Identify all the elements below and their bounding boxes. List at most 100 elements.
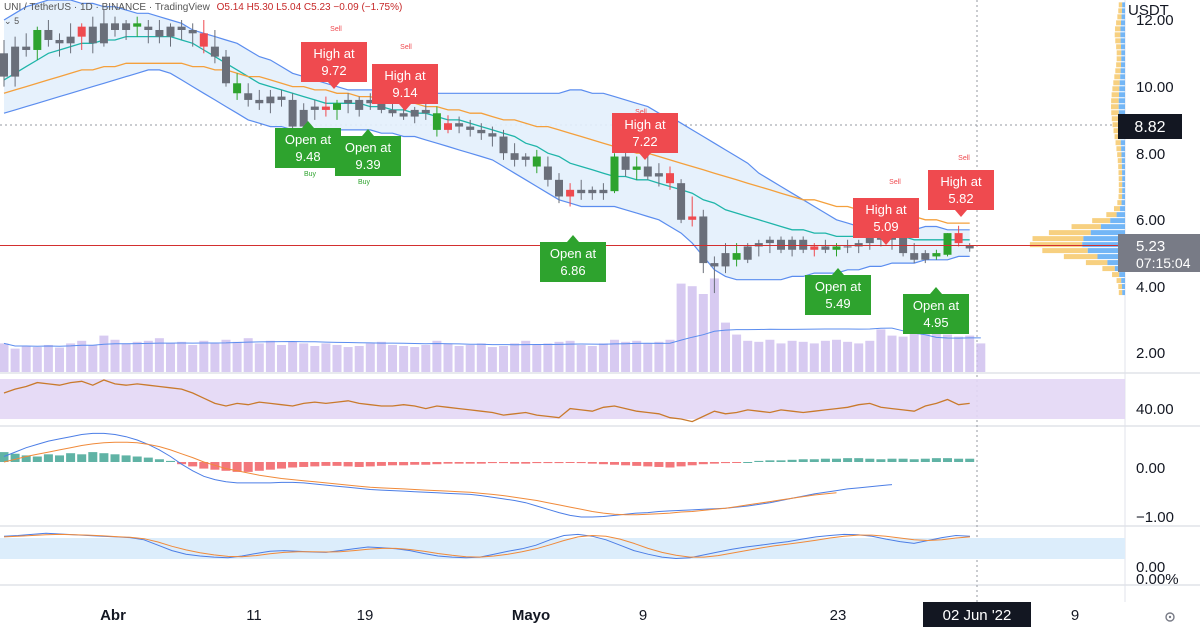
annotation-box xyxy=(928,170,994,210)
chart-background xyxy=(0,0,1200,602)
volume-bar xyxy=(221,339,231,372)
candle-body-up xyxy=(77,26,86,37)
candles[interactable] xyxy=(0,10,974,294)
volume-bar xyxy=(798,341,808,372)
volume-bar xyxy=(754,341,764,372)
candle-body-down xyxy=(555,179,563,197)
macd-histogram-bar xyxy=(687,462,697,466)
profile-bar-down xyxy=(1122,182,1125,188)
profile-bar-down xyxy=(1118,110,1125,116)
date-tick-label: 11 xyxy=(246,607,262,624)
ma-fast-line xyxy=(3,35,970,241)
macd-histogram-bar xyxy=(499,462,508,464)
volume-bar xyxy=(698,294,708,372)
volume-bar xyxy=(887,335,897,372)
volume-bar xyxy=(954,336,964,372)
annotation-box xyxy=(805,275,871,315)
candle-body-down xyxy=(432,113,441,130)
profile-bar-up xyxy=(1117,152,1122,158)
volume-bar xyxy=(166,343,175,372)
candle-body-up xyxy=(521,156,530,160)
macd-histogram-bar xyxy=(510,462,520,464)
volume-bar xyxy=(843,341,853,372)
indicator-toggle[interactable]: ⌄ 5 xyxy=(4,16,19,27)
volume-bar xyxy=(199,340,209,372)
volume-bar xyxy=(721,322,730,372)
candle-body-up xyxy=(166,26,175,37)
profile-bar-down xyxy=(1120,206,1125,212)
profile-bar-up xyxy=(1071,224,1101,230)
exchange: BINANCE xyxy=(101,2,147,13)
macd-histogram-bar xyxy=(554,462,564,464)
profile-bar-down xyxy=(1120,38,1125,44)
macd-histogram-bar xyxy=(88,452,98,462)
candle-body-down xyxy=(55,39,64,44)
macd-histogram-bar xyxy=(931,458,941,462)
candle-body-up xyxy=(444,123,452,130)
macd-histogram-bar xyxy=(743,462,753,463)
profile-bar-up xyxy=(1032,236,1084,242)
macd-histogram-bar xyxy=(421,462,431,465)
volume-bar xyxy=(21,346,31,372)
candle-body-down xyxy=(222,56,230,84)
volume-bar xyxy=(487,347,497,372)
annotation-line2: 4.95 xyxy=(923,315,948,330)
macd-histogram-bar xyxy=(10,453,20,462)
macd-histogram-bar xyxy=(876,459,886,462)
buy-signal-label: Buy xyxy=(358,179,371,186)
volume-bar xyxy=(976,343,986,372)
volume-bar xyxy=(499,346,508,372)
profile-bar-down xyxy=(1120,32,1125,38)
annotation-box xyxy=(853,198,919,238)
current-date-box xyxy=(923,602,1031,627)
macd-histogram-bar xyxy=(321,462,331,466)
profile-bar-down xyxy=(1121,200,1125,206)
bollinger-fill xyxy=(4,0,970,280)
profile-bar-up xyxy=(1042,248,1088,254)
macd-histogram-bar xyxy=(843,458,853,462)
volume-bar xyxy=(32,347,42,372)
sell-signal-label: Sell xyxy=(400,44,412,51)
annotation-pointer xyxy=(880,238,892,245)
volume-bar xyxy=(865,340,875,372)
profile-bar-down xyxy=(1120,140,1125,146)
candle-body-up xyxy=(865,236,874,244)
candle-body-down xyxy=(288,99,297,127)
profile-bar-up xyxy=(1118,8,1122,14)
symbol-name[interactable]: UNI / TetherUS xyxy=(4,2,72,13)
volume-bar xyxy=(232,341,242,372)
price-tick-label: 12.00 xyxy=(1136,12,1174,29)
interval[interactable]: 1D xyxy=(79,2,93,13)
candle-body-down xyxy=(155,29,164,37)
profile-bar-up xyxy=(1116,62,1122,68)
volume-bar xyxy=(654,341,664,372)
volume-bar xyxy=(243,338,253,372)
volume-bar xyxy=(10,348,20,372)
volume-bar xyxy=(365,343,375,372)
macd-histogram-bar xyxy=(565,462,575,463)
settings-gear-icon[interactable] xyxy=(1165,612,1175,622)
candle-body-up xyxy=(122,23,131,30)
macd-line xyxy=(3,432,893,518)
macd-histogram-bar xyxy=(243,462,253,472)
sell-signal-label: Sell xyxy=(635,109,647,116)
stoch-pane xyxy=(0,532,1125,560)
candle-body-down xyxy=(0,53,8,77)
profile-bar-up xyxy=(1118,176,1123,182)
annotation-pointer xyxy=(362,129,374,136)
profile-bar-down xyxy=(1082,242,1125,248)
macd-pane xyxy=(0,432,975,518)
profile-bar-up xyxy=(1029,242,1083,248)
macd-histogram-bar xyxy=(299,462,309,467)
macd-histogram-bar xyxy=(754,460,764,462)
annotation-box xyxy=(275,128,341,168)
candle-body-down xyxy=(899,236,908,254)
macd-histogram-bar xyxy=(154,459,164,462)
volume-bar xyxy=(55,347,64,372)
candle-body-up xyxy=(721,253,730,267)
volume-bar xyxy=(709,278,719,372)
macd-histogram-bar xyxy=(854,458,864,462)
volume-bar xyxy=(321,343,331,372)
sell-signal-label: Sell xyxy=(958,155,970,162)
